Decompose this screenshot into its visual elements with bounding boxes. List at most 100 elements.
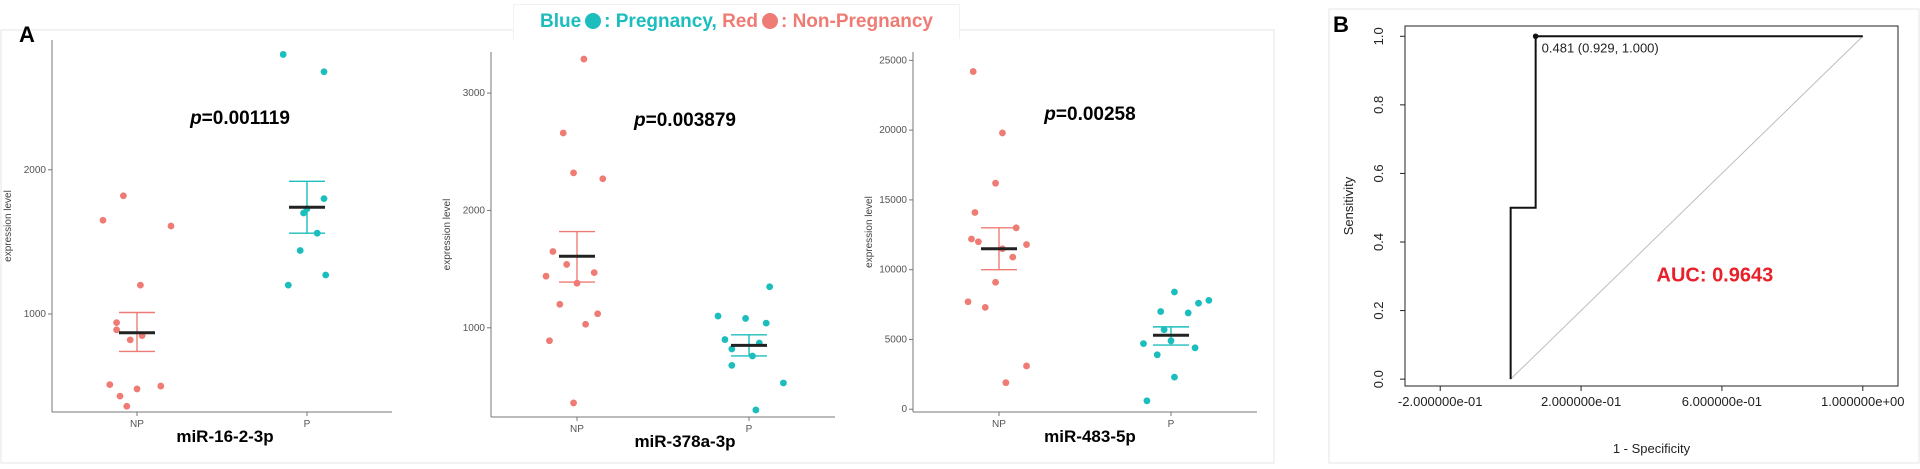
x-tick-label: 2.000000e-01 [1541, 394, 1621, 409]
data-point-p [762, 319, 770, 327]
data-point-np [580, 55, 588, 63]
data-point-np [573, 279, 581, 287]
y-axis-label: expression level [442, 199, 453, 271]
panel-b-frame [1328, 8, 1920, 464]
x-tick-label: -2.000000e-01 [1398, 394, 1483, 409]
data-point-np [133, 385, 141, 393]
chart-title: miR-483-5p [1044, 427, 1136, 446]
y-axis-label: expression level [3, 190, 14, 262]
data-point-np [1002, 379, 1010, 387]
data-point-p [1167, 337, 1175, 345]
data-point-p [284, 281, 292, 289]
y-tick-label: 1000 [24, 309, 47, 320]
y-tick-label: 0.0 [1371, 370, 1386, 388]
data-point-p [780, 379, 787, 387]
data-point-np [992, 179, 999, 187]
data-point-p [296, 247, 304, 254]
data-point-np [992, 278, 999, 286]
y-tick-label: 1.0 [1371, 27, 1386, 45]
y-tick-label: 1000 [463, 323, 486, 334]
data-point-np [599, 175, 607, 183]
panel-a-frame [0, 29, 1275, 464]
y-tick-label: 0.6 [1371, 164, 1386, 182]
data-point-p [728, 361, 736, 369]
data-point-np [559, 129, 567, 137]
data-point-p [300, 209, 307, 217]
y-axis-label: Sensitivity [1341, 176, 1356, 235]
data-point-np [542, 272, 550, 280]
chart-title: miR-16-2-3p [176, 427, 273, 446]
panel-b-label: B [1333, 12, 1349, 37]
data-point-np [590, 269, 598, 277]
p-value-prefix: p [1043, 104, 1056, 125]
data-point-np [123, 402, 131, 410]
data-point-p [1171, 288, 1178, 296]
x-axis-label: 1 - Specificity [1613, 441, 1691, 456]
data-point-np [570, 169, 577, 177]
y-tick-label: 5000 [885, 334, 908, 345]
data-point-p [279, 51, 287, 58]
data-point-np [964, 298, 972, 306]
data-point-p [721, 336, 729, 343]
data-point-np [594, 310, 602, 318]
y-tick-label: 15000 [879, 195, 907, 206]
p-value-number: =0.003879 [646, 110, 736, 131]
panel-a-label: A [19, 22, 35, 47]
data-point-np [968, 235, 975, 243]
data-point-p [1143, 397, 1151, 405]
p-value-prefix: p [633, 110, 646, 131]
data-point-np [1023, 241, 1030, 248]
data-point-np [556, 300, 564, 308]
chart-title: miR-378a-3p [634, 432, 735, 451]
x-tick-label: 1.000000e+00 [1821, 394, 1905, 409]
roc-curve [1509, 35, 1863, 380]
data-point-p [749, 352, 756, 360]
data-point-np [974, 238, 982, 246]
auc-label: AUC: 0.9643 [1657, 264, 1774, 286]
data-point-np [971, 209, 979, 216]
data-point-np [563, 261, 571, 268]
data-point-np [113, 326, 120, 334]
data-point-np [582, 320, 589, 328]
x-tick-label: 6.000000e-01 [1682, 394, 1762, 409]
legend-non-pregnancy-dot [761, 13, 778, 29]
x-tick-label: NP [130, 419, 144, 430]
data-point-np [549, 248, 557, 255]
data-point-p [752, 406, 760, 414]
data-point-np [167, 222, 175, 230]
diagonal-reference-line [1510, 35, 1864, 380]
data-point-np [546, 337, 553, 345]
data-point-p [1160, 326, 1168, 334]
legend-blue-word: Blue [539, 11, 582, 32]
legend-pregnancy-dot [585, 13, 602, 29]
data-point-p [714, 312, 722, 320]
x-tick-label: NP [570, 424, 584, 435]
roc-plot-frame [1404, 25, 1899, 387]
y-tick-label: 0.4 [1371, 233, 1386, 251]
data-point-p [1191, 344, 1199, 352]
y-tick-label: 0 [901, 404, 907, 415]
data-point-p [322, 271, 330, 279]
data-point-p [1205, 296, 1213, 304]
data-point-p [320, 195, 328, 203]
y-tick-label: 20000 [879, 125, 907, 136]
data-point-np [120, 192, 127, 200]
data-point-np [157, 382, 165, 390]
data-point-np [137, 281, 144, 289]
x-tick-label: P [746, 424, 753, 435]
y-tick-label: 2000 [463, 205, 486, 216]
y-tick-label: 0.2 [1371, 302, 1386, 320]
y-tick-label: 10000 [879, 265, 907, 276]
legend-red-word: Red [722, 11, 758, 32]
data-point-np [1012, 224, 1020, 232]
p-value: p=0.003879 [633, 110, 736, 131]
data-point-p [742, 315, 749, 322]
data-point-np [126, 336, 134, 344]
data-point-p [320, 68, 328, 76]
best-threshold-label: 0.481 (0.929, 1.000) [1542, 40, 1659, 55]
x-tick-label: P [304, 419, 311, 430]
data-point-np [1023, 362, 1030, 370]
